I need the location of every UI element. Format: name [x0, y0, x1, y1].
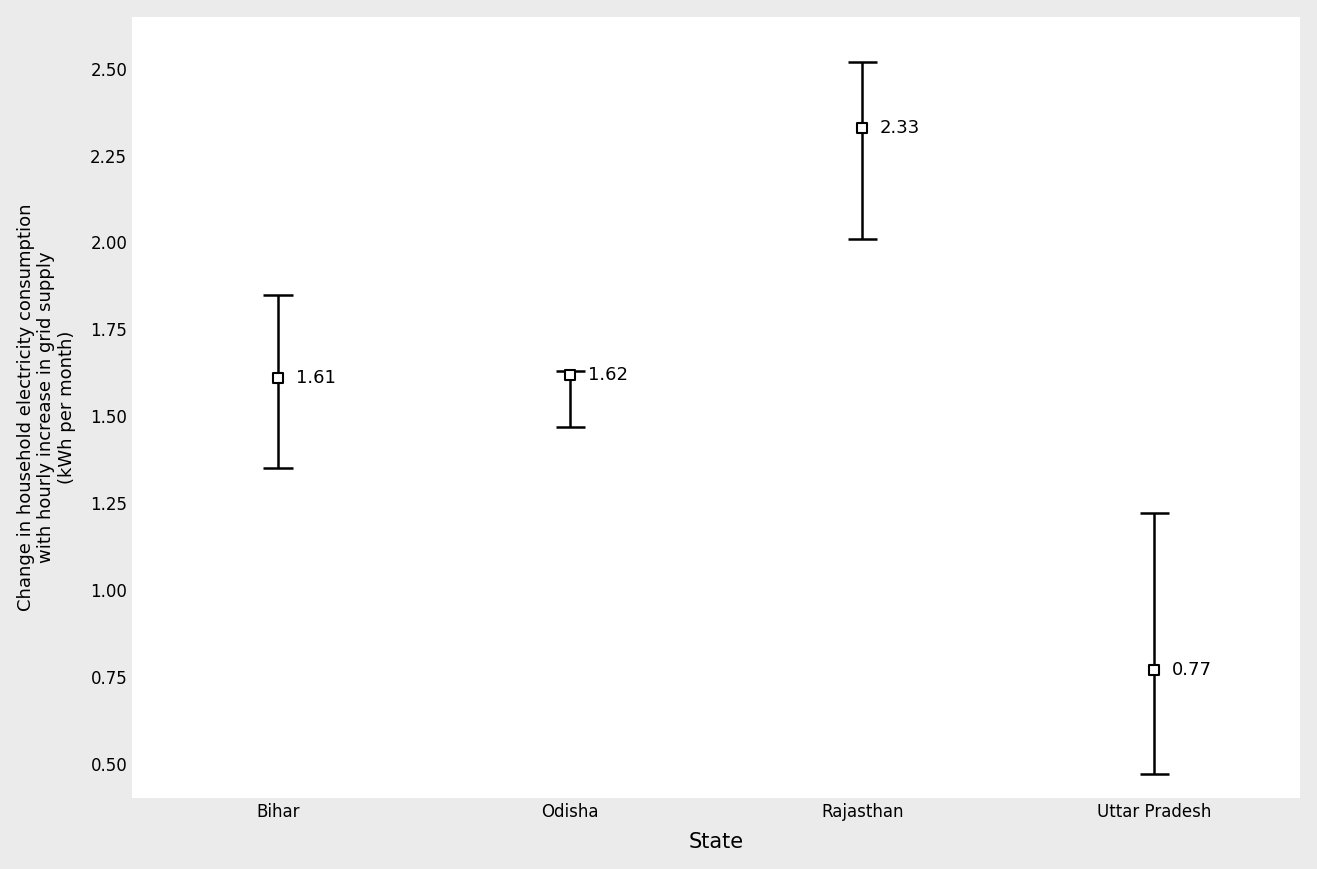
Point [852, 121, 873, 135]
Point [267, 371, 288, 385]
Text: 1.62: 1.62 [587, 366, 628, 383]
Y-axis label: Change in household electricity consumption
with hourly increase in grid supply
: Change in household electricity consumpt… [17, 203, 76, 611]
X-axis label: State: State [689, 833, 744, 852]
Text: 0.77: 0.77 [1172, 660, 1212, 679]
Text: 2.33: 2.33 [880, 119, 921, 136]
Point [1143, 663, 1164, 677]
Text: 1.61: 1.61 [295, 369, 336, 387]
Point [560, 368, 581, 381]
